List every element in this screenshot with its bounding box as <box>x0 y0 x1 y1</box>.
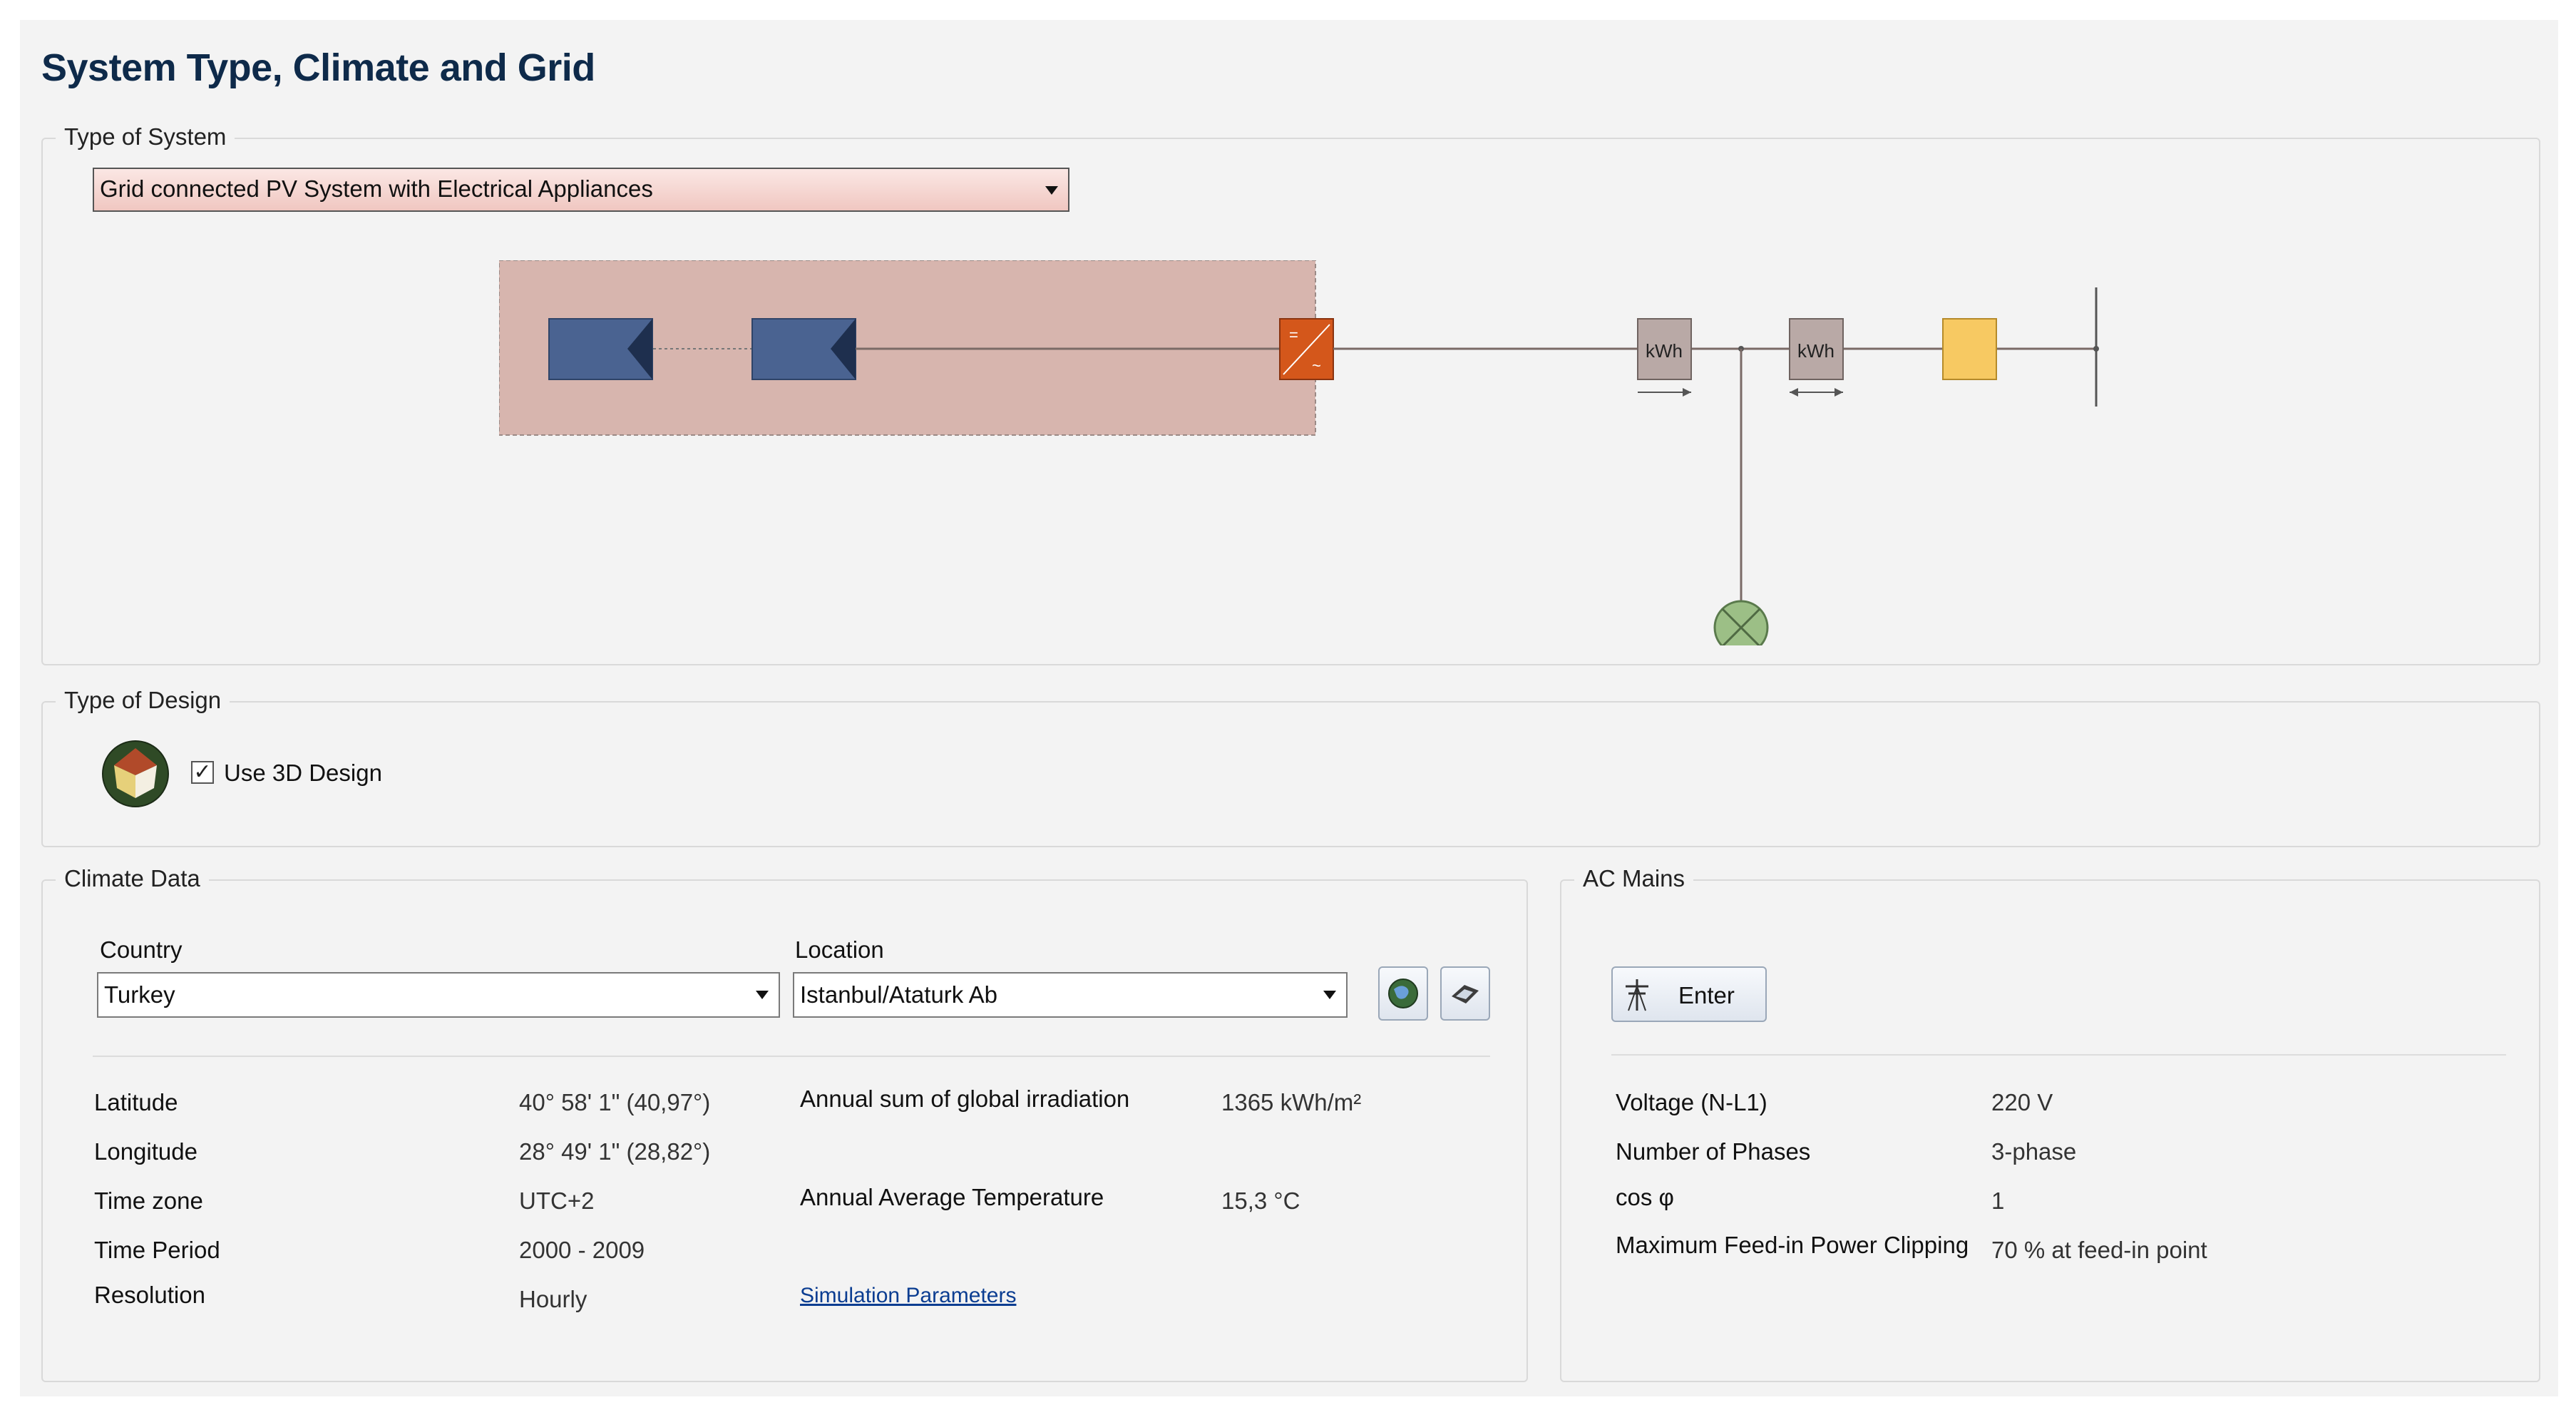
pv-module-icon[interactable] <box>548 318 653 380</box>
climate-data-legend: Climate Data <box>56 865 209 892</box>
globe-icon <box>1388 979 1418 1008</box>
temperature-value: 15,3 °C <box>1221 1187 1300 1214</box>
phases-label: Number of Phases <box>1616 1138 1811 1165</box>
3d-design-icon <box>102 740 169 807</box>
phases-value: 3-phase <box>1991 1138 2077 1165</box>
system-type-value: Grid connected PV System with Electrical… <box>100 175 653 202</box>
power-pylon-icon <box>1626 979 1648 1011</box>
simulation-parameters-link[interactable]: Simulation Parameters <box>800 1284 1017 1307</box>
page-title: System Type, Climate and Grid <box>41 46 595 89</box>
voltage-value: 220 V <box>1991 1089 2053 1115</box>
resolution-value: Hourly <box>519 1286 587 1312</box>
latitude-label: Latitude <box>94 1089 178 1115</box>
time-zone-value: UTC+2 <box>519 1187 595 1214</box>
location-label: Location <box>795 936 884 963</box>
climate-separator <box>93 1056 1490 1057</box>
enter-button[interactable]: Enter <box>1611 966 1767 1022</box>
country-dropdown[interactable]: Turkey <box>97 972 780 1018</box>
type-of-design-group: Type of Design ✓ Use 3D Design <box>41 687 2540 847</box>
time-period-value: 2000 - 2009 <box>519 1237 645 1263</box>
irradiation-label: Annual sum of global irradiation <box>800 1085 1130 1112</box>
globe-button[interactable] <box>1378 966 1428 1021</box>
chevron-down-icon <box>1323 991 1336 999</box>
chevron-down-icon <box>1045 186 1058 195</box>
bidirectional-meter-icon[interactable]: kWh <box>1789 318 1844 397</box>
enter-button-label: Enter <box>1678 982 1735 1008</box>
feed-in-clipping-label: Maximum Feed-in Power Clipping <box>1616 1232 1969 1258</box>
grid-connection-icon[interactable] <box>1942 318 1997 380</box>
type-of-system-legend: Type of System <box>56 123 235 150</box>
use-3d-design-checkbox[interactable]: ✓ <box>191 761 214 784</box>
time-zone-label: Time zone <box>94 1187 203 1214</box>
longitude-value: 28° 49' 1" (28,82°) <box>519 1138 711 1165</box>
cos-phi-value: 1 <box>1991 1187 2005 1214</box>
chevron-down-icon <box>756 991 769 999</box>
voltage-label: Voltage (N-L1) <box>1616 1089 1767 1115</box>
app-window: System Type, Climate and Grid Type of Sy… <box>20 20 2558 1396</box>
resolution-label: Resolution <box>94 1282 205 1308</box>
meter-label: kWh <box>1646 340 1683 362</box>
feed-in-meter-icon[interactable]: kWh <box>1637 318 1692 397</box>
ac-mains-legend: AC Mains <box>1574 865 1694 892</box>
country-label: Country <box>100 936 183 963</box>
feed-in-clipping-value: 70 % at feed-in point <box>1991 1237 2207 1263</box>
latitude-value: 40° 58' 1" (40,97°) <box>519 1089 711 1115</box>
temperature-label: Annual Average Temperature <box>800 1184 1104 1210</box>
time-period-label: Time Period <box>94 1237 220 1263</box>
cos-phi-label: cos φ <box>1616 1184 1674 1210</box>
meter-label: kWh <box>1797 340 1834 362</box>
svg-text:=: = <box>1289 326 1298 344</box>
climate-data-group: Climate Data Country Turkey Location Ist… <box>41 865 1528 1382</box>
inverter-icon[interactable]: = ~ <box>1279 318 1334 380</box>
ac-mains-group: AC Mains Enter Voltage (N-L1) 220 V Numb… <box>1560 865 2540 1382</box>
svg-text:~: ~ <box>1312 357 1321 374</box>
check-mark-icon: ✓ <box>193 760 212 784</box>
ac-mains-separator <box>1611 1054 2506 1056</box>
type-of-design-legend: Type of Design <box>56 687 230 714</box>
irradiation-value: 1365 kWh/m² <box>1221 1089 1362 1115</box>
use-3d-design-label[interactable]: Use 3D Design <box>224 760 382 786</box>
map-icon <box>1452 985 1479 1003</box>
type-of-system-group: Type of System Grid connected PV System … <box>41 123 2540 665</box>
electrical-appliance-icon[interactable] <box>1713 600 1769 645</box>
country-value: Turkey <box>104 981 175 1008</box>
system-diagram: = ~ kWh kWh <box>499 260 2099 645</box>
map-button[interactable] <box>1440 966 1490 1021</box>
longitude-label: Longitude <box>94 1138 197 1165</box>
location-value: Istanbul/Ataturk Ab <box>800 981 998 1008</box>
pv-module-icon[interactable] <box>751 318 856 380</box>
system-type-dropdown[interactable]: Grid connected PV System with Electrical… <box>93 168 1069 212</box>
location-dropdown[interactable]: Istanbul/Ataturk Ab <box>793 972 1348 1018</box>
